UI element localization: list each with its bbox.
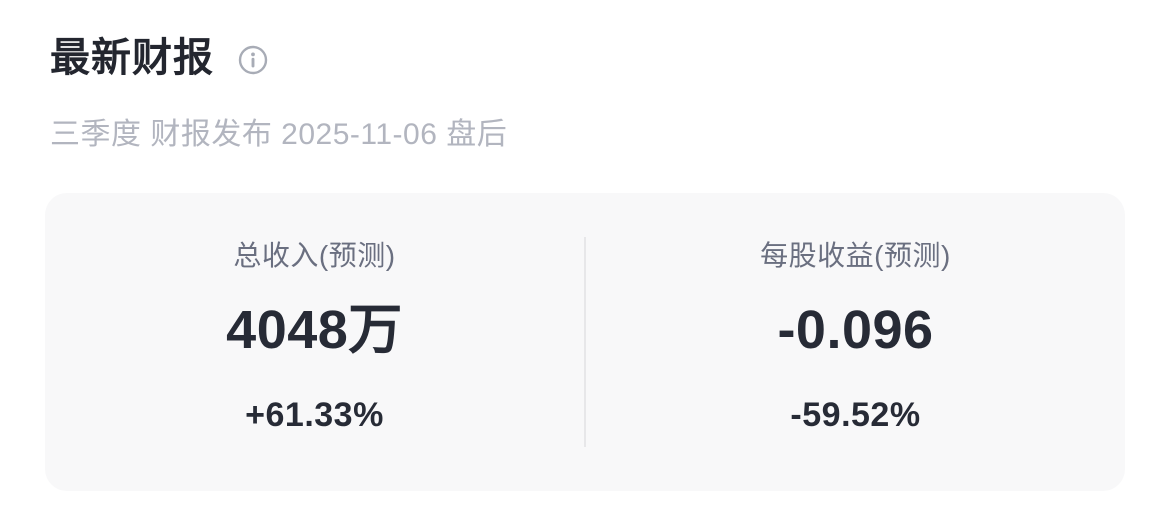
metric-eps: 每股收益(预测) -0.096 -59.52% [586, 193, 1125, 491]
eps-change: -59.52% [790, 396, 921, 434]
forecast-card: 总收入(预测) 4048万 +61.33% 每股收益(预测) -0.096 -5… [45, 193, 1125, 491]
info-icon[interactable] [238, 45, 268, 75]
revenue-label: 总收入(预测) [233, 240, 396, 271]
report-period-subtitle: 三季度 财报发布 2025-11-06 盘后 [50, 118, 508, 151]
metric-revenue: 总收入(预测) 4048万 +61.33% [45, 193, 584, 491]
eps-value: -0.096 [777, 300, 934, 360]
revenue-value: 4048万 [226, 300, 403, 360]
vertical-divider [584, 237, 586, 447]
header: 最新财报 [50, 34, 268, 82]
eps-label: 每股收益(预测) [760, 240, 951, 271]
page-title: 最新财报 [50, 36, 214, 80]
revenue-change: +61.33% [245, 396, 384, 434]
